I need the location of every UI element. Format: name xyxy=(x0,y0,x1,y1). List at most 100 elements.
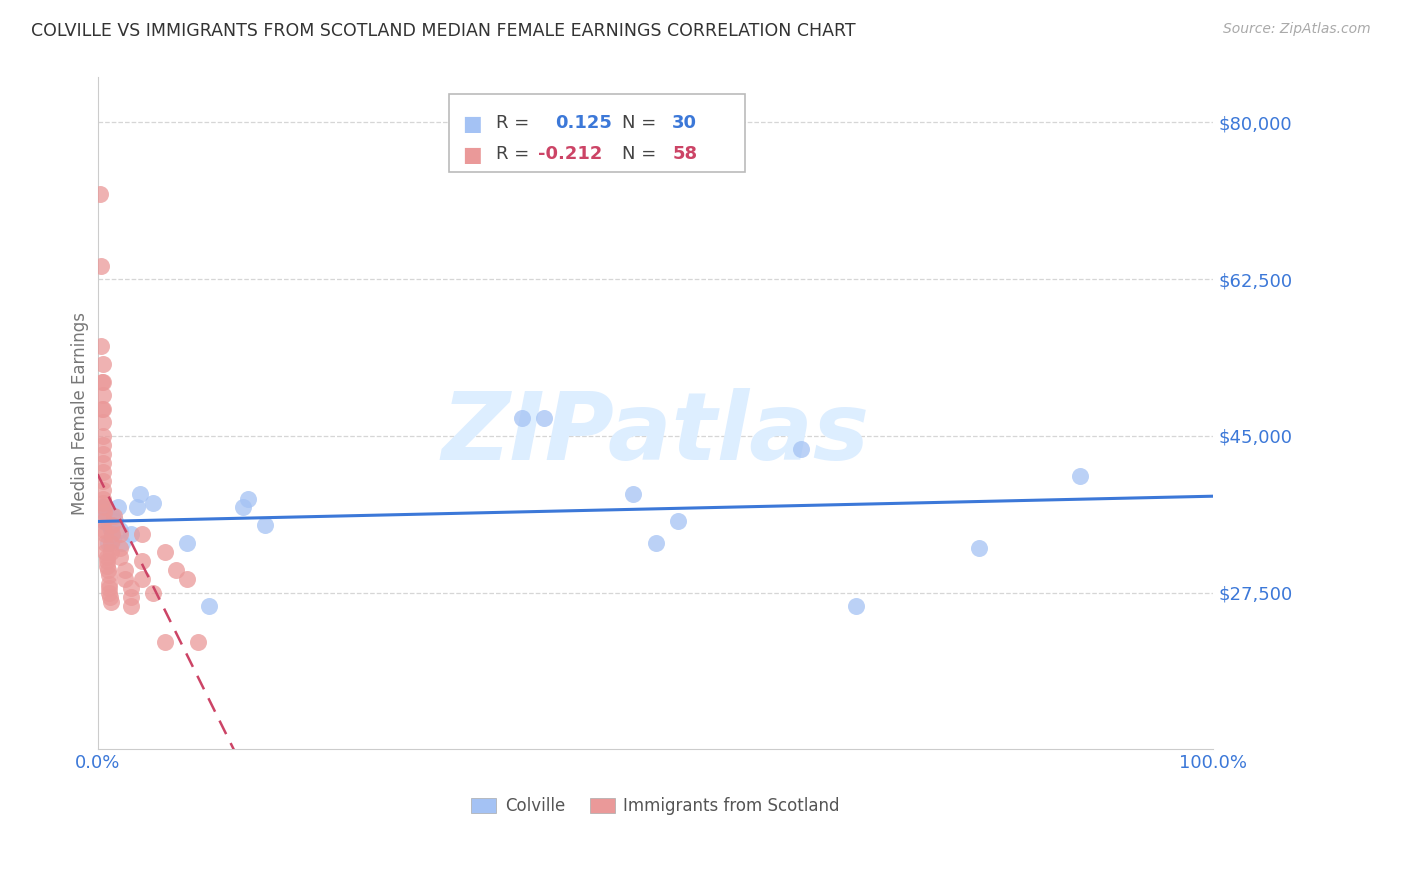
Point xyxy=(91,483,114,497)
Point xyxy=(165,563,187,577)
Text: ZIPatlas: ZIPatlas xyxy=(441,388,869,480)
Point xyxy=(198,599,221,613)
Point xyxy=(101,518,124,533)
Point xyxy=(1069,469,1091,483)
Point xyxy=(97,563,120,577)
Point xyxy=(129,487,152,501)
Point xyxy=(232,500,254,515)
Text: N =: N = xyxy=(621,114,657,132)
Point xyxy=(114,563,136,577)
Point xyxy=(93,505,115,519)
Text: 30: 30 xyxy=(672,114,697,132)
Y-axis label: Median Female Earnings: Median Female Earnings xyxy=(72,312,89,515)
Point xyxy=(91,491,114,506)
Point xyxy=(91,401,114,416)
Text: COLVILLE VS IMMIGRANTS FROM SCOTLAND MEDIAN FEMALE EARNINGS CORRELATION CHART: COLVILLE VS IMMIGRANTS FROM SCOTLAND MED… xyxy=(31,22,856,40)
Point xyxy=(142,496,165,510)
Text: 0.125: 0.125 xyxy=(555,114,612,132)
Point xyxy=(91,465,114,479)
Point xyxy=(666,514,689,528)
Point xyxy=(100,545,122,559)
Point xyxy=(176,536,198,550)
Point xyxy=(176,572,198,586)
Point xyxy=(97,585,120,599)
Point xyxy=(131,554,153,568)
Point xyxy=(789,442,811,457)
Point xyxy=(120,590,142,604)
Text: Source: ZipAtlas.com: Source: ZipAtlas.com xyxy=(1223,22,1371,37)
Point xyxy=(533,410,555,425)
Point xyxy=(153,545,176,559)
Point xyxy=(91,416,114,430)
Text: R =: R = xyxy=(496,145,529,162)
Point xyxy=(108,549,131,564)
Point xyxy=(187,635,209,649)
Point xyxy=(91,388,114,402)
Point xyxy=(510,410,533,425)
Point xyxy=(91,401,114,416)
Point xyxy=(104,514,127,528)
Point xyxy=(120,599,142,613)
Point xyxy=(97,581,120,595)
Point xyxy=(120,581,142,595)
Point xyxy=(644,536,666,550)
Point xyxy=(96,554,118,568)
Point xyxy=(93,514,115,528)
Point xyxy=(120,527,142,541)
Point xyxy=(97,567,120,582)
Point xyxy=(101,527,124,541)
Point xyxy=(107,500,129,515)
Point xyxy=(108,527,131,541)
Text: ■: ■ xyxy=(463,114,482,135)
Text: N =: N = xyxy=(621,145,657,162)
Point xyxy=(91,357,114,371)
Point xyxy=(125,500,148,515)
Point xyxy=(114,572,136,586)
Point xyxy=(967,541,990,555)
Text: R =: R = xyxy=(496,114,529,132)
Point xyxy=(97,518,120,533)
Point xyxy=(142,585,165,599)
Text: ■: ■ xyxy=(463,145,482,165)
Point xyxy=(91,447,114,461)
Point xyxy=(845,599,868,613)
Point xyxy=(91,514,114,528)
Text: 58: 58 xyxy=(672,145,697,162)
Point xyxy=(153,635,176,649)
Point xyxy=(93,500,115,515)
Point xyxy=(91,496,114,510)
FancyBboxPatch shape xyxy=(449,95,745,171)
Point xyxy=(96,558,118,573)
Point xyxy=(108,523,131,537)
Text: -0.212: -0.212 xyxy=(538,145,603,162)
Point xyxy=(97,536,120,550)
Legend: Colville, Immigrants from Scotland: Colville, Immigrants from Scotland xyxy=(464,790,846,822)
Point xyxy=(93,523,115,537)
Point xyxy=(101,509,124,524)
Point xyxy=(111,536,134,550)
Point xyxy=(91,500,114,515)
Point xyxy=(90,259,112,273)
Point xyxy=(103,509,125,524)
Point xyxy=(94,527,117,541)
Point xyxy=(94,505,117,519)
Point xyxy=(96,549,118,564)
Point xyxy=(91,474,114,488)
Point xyxy=(131,527,153,541)
Point xyxy=(94,536,117,550)
Point xyxy=(91,438,114,452)
Point xyxy=(131,572,153,586)
Point xyxy=(253,518,276,533)
Point xyxy=(621,487,644,501)
Point xyxy=(91,375,114,389)
Point xyxy=(91,429,114,443)
Point xyxy=(100,594,122,608)
Point xyxy=(103,532,125,546)
Point xyxy=(238,491,260,506)
Point xyxy=(100,523,122,537)
Point xyxy=(100,536,122,550)
Point xyxy=(91,375,114,389)
Point xyxy=(97,576,120,591)
Point xyxy=(98,590,121,604)
Point xyxy=(90,339,112,353)
